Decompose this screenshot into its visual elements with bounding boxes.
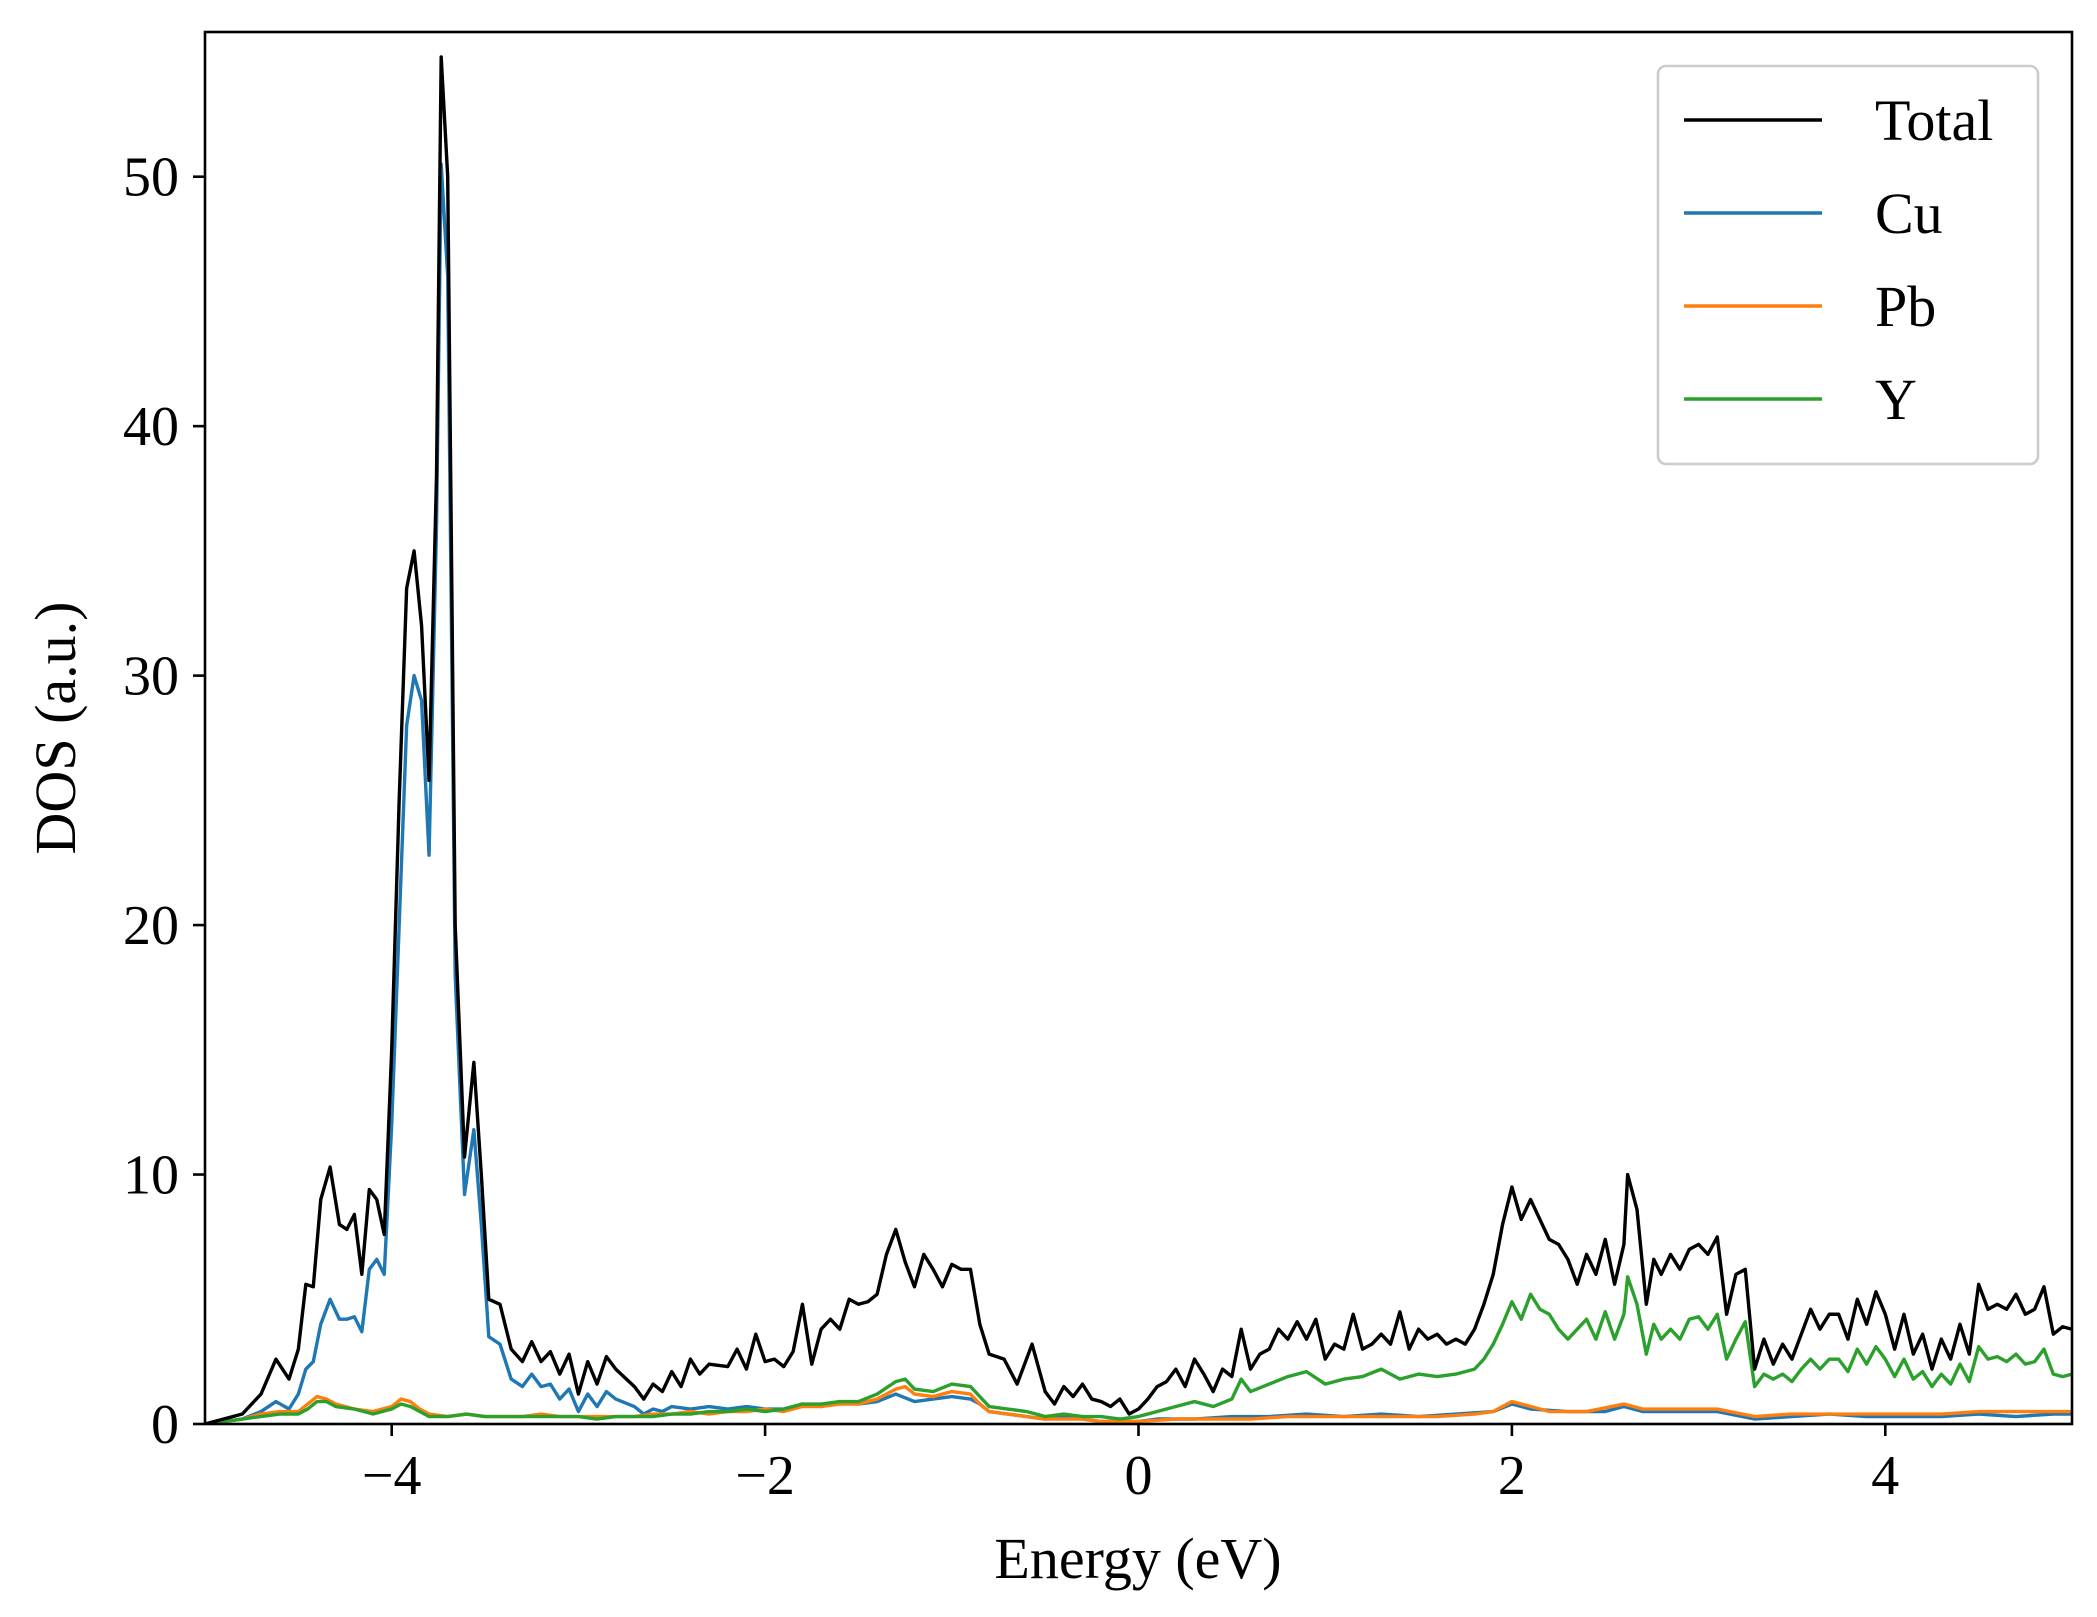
legend-box bbox=[1656, 64, 2040, 466]
legend-label-y: Y bbox=[1875, 367, 1917, 432]
series-line-y bbox=[205, 1275, 2072, 1424]
x-axis-label: Energy (eV) bbox=[994, 1526, 1281, 1591]
legend: Total Cu Pb Y bbox=[1656, 64, 2040, 466]
legend-label-pb: Pb bbox=[1875, 274, 1936, 339]
x-tick-label: 0 bbox=[1125, 1445, 1153, 1507]
series-line-pb bbox=[205, 1384, 2072, 1424]
y-tick-label: 20 bbox=[123, 895, 179, 957]
series-line-total bbox=[205, 55, 2072, 1424]
x-axis-ticks: −4 −2 0 2 4 bbox=[362, 1424, 1899, 1507]
series-layer bbox=[205, 55, 2072, 1424]
y-tick-label: 50 bbox=[123, 147, 179, 209]
x-tick-label: −4 bbox=[362, 1445, 422, 1507]
legend-label-total: Total bbox=[1875, 88, 1993, 153]
y-tick-label: 40 bbox=[123, 396, 179, 458]
y-axis-ticks: 0 10 20 30 40 50 bbox=[123, 147, 205, 1456]
y-tick-label: 0 bbox=[151, 1394, 179, 1456]
y-tick-label: 10 bbox=[123, 1145, 179, 1207]
y-axis-label: DOS (a.u.) bbox=[23, 602, 88, 855]
x-tick-label: 4 bbox=[1871, 1445, 1899, 1507]
legend-label-cu: Cu bbox=[1875, 181, 1943, 246]
series-line-cu bbox=[205, 162, 2072, 1424]
x-tick-label: 2 bbox=[1498, 1445, 1526, 1507]
y-tick-label: 30 bbox=[123, 646, 179, 708]
x-tick-label: −2 bbox=[735, 1445, 795, 1507]
